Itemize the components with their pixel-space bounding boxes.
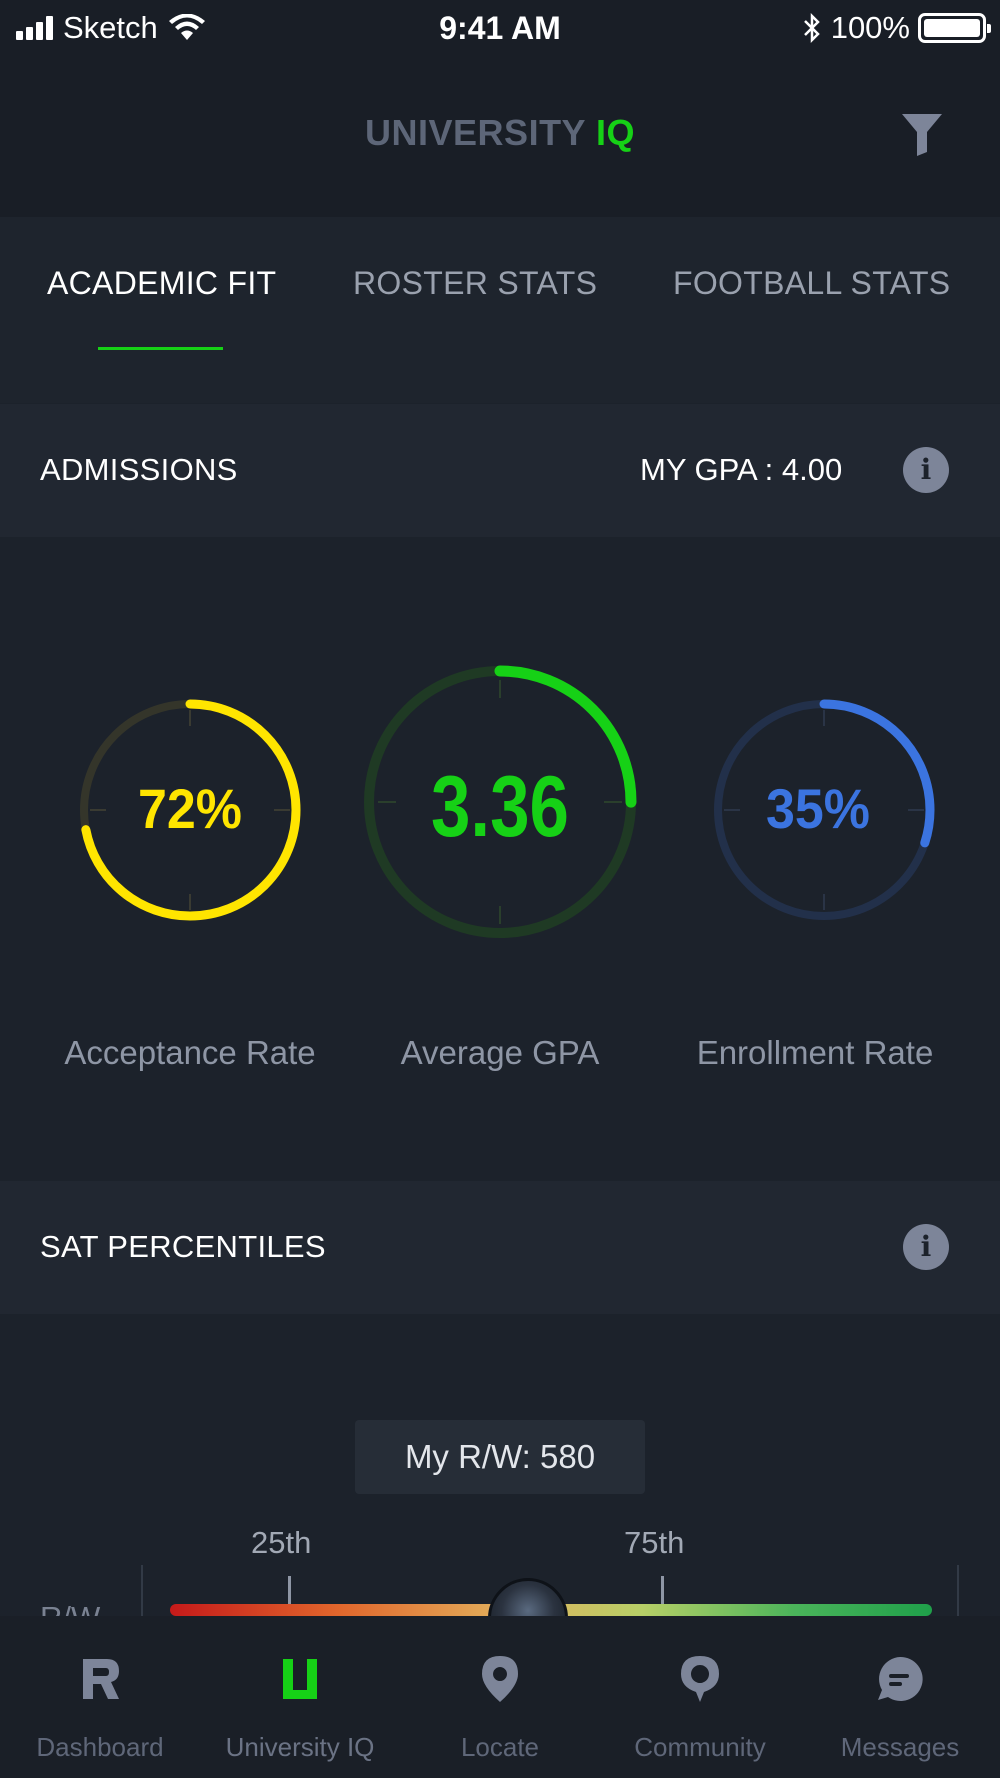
my-rw-score: My R/W: 580 (355, 1420, 645, 1494)
average-gpa-value: 3.36 (431, 759, 569, 855)
wifi-icon (168, 14, 205, 40)
percentile-25-label: 25th (251, 1525, 312, 1560)
admissions-header: ADMISSIONS MY GPA : 4.00 i (0, 404, 1000, 537)
r-logo-icon (83, 1659, 119, 1699)
signal-strength-icon (16, 16, 53, 40)
admissions-info-icon[interactable]: i (903, 447, 949, 493)
community-pin-icon (681, 1656, 719, 1702)
acceptance-rate-label: Acceptance Rate (64, 1034, 316, 1071)
bluetooth-icon (803, 12, 820, 44)
tab-roster-stats[interactable]: ROSTER STATS (353, 265, 598, 301)
status-bar: Sketch 9:41 AM 100% (0, 0, 1000, 56)
acceptance-rate-value: 72% (138, 777, 242, 840)
range-divider-left (141, 1565, 143, 1617)
enrollment-rate-gauge: 35% (704, 690, 944, 930)
tab-bar: ACADEMIC FIT ROSTER STATS FOOTBALL STATS (0, 217, 1000, 403)
filter-button[interactable] (900, 112, 954, 158)
active-tab-indicator (98, 347, 223, 350)
enrollment-rate-value: 35% (766, 777, 870, 840)
nav-messages[interactable]: Messages (800, 1616, 1000, 1778)
tab-academic-fit[interactable]: ACADEMIC FIT (47, 265, 277, 301)
nav-dashboard[interactable]: Dashboard (0, 1616, 200, 1778)
page-title: UNIVERSITY IQ (365, 112, 635, 153)
u-logo-icon (283, 1659, 317, 1699)
nav-locate[interactable]: Locate (400, 1616, 600, 1778)
acceptance-rate-arc (79, 699, 301, 921)
carrier-name: Sketch (63, 10, 158, 45)
acceptance-rate-gauge: 72% (70, 690, 310, 930)
average-gpa-gauge: 3.36 (362, 664, 638, 940)
percentile-25-tick (288, 1576, 291, 1604)
average-gpa-label: Average GPA (400, 1034, 600, 1071)
message-bubble-icon (878, 1656, 923, 1701)
percentile-75-label: 75th (624, 1525, 685, 1560)
my-gpa: MY GPA : 4.00 (640, 452, 843, 487)
admissions-title: ADMISSIONS (40, 452, 238, 487)
bottom-nav: Dashboard University IQ Locate Community… (0, 1616, 1000, 1778)
enrollment-rate-label: Enrollment Rate (696, 1034, 934, 1071)
percentile-75-tick (661, 1576, 664, 1604)
nav-university-iq[interactable]: University IQ (200, 1616, 400, 1778)
location-pin-icon (482, 1656, 518, 1702)
range-divider-right (957, 1565, 959, 1617)
sat-percentiles-header: SAT PERCENTILES i (0, 1181, 1000, 1314)
filter-icon (902, 114, 942, 156)
tab-football-stats[interactable]: FOOTBALL STATS (673, 265, 951, 301)
sat-info-icon[interactable]: i (903, 1224, 949, 1270)
battery-percent: 100% (830, 10, 910, 45)
nav-community[interactable]: Community (600, 1616, 800, 1778)
top-bar (0, 0, 1000, 217)
status-time: 9:41 AM (439, 10, 561, 46)
battery-icon (918, 13, 991, 43)
sat-percentiles-title: SAT PERCENTILES (40, 1229, 326, 1264)
average-gpa-arc (363, 665, 637, 939)
enrollment-rate-arc (713, 699, 935, 921)
